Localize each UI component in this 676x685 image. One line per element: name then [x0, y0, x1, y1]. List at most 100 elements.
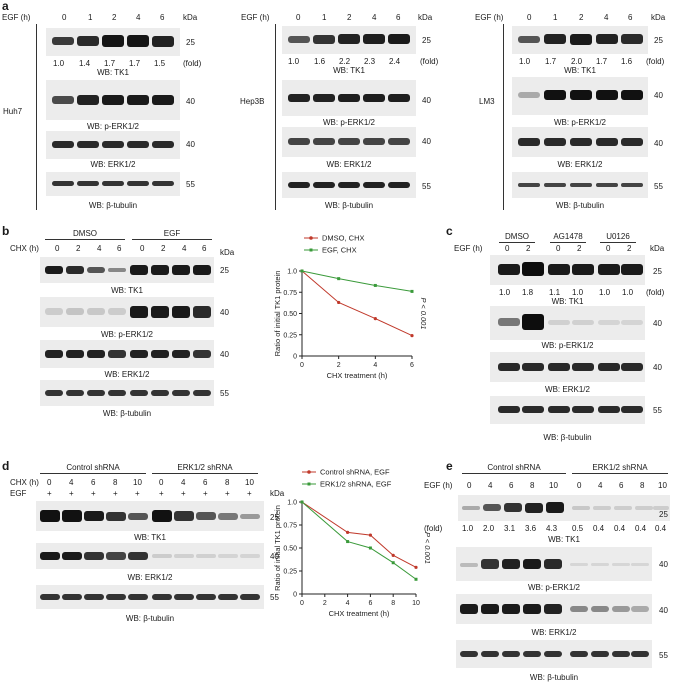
y-tick-label: 1.0 — [287, 269, 297, 276]
time-2: 2 — [112, 13, 117, 22]
chx-time-label: CHX (h) — [10, 478, 39, 487]
condition-label: Control shRNA — [66, 463, 120, 472]
data-point — [368, 533, 372, 537]
time-6: 6 — [91, 478, 96, 487]
legend-label: EGF, CHX — [322, 246, 357, 255]
mw-55: 55 — [659, 651, 668, 660]
time-1: 1 — [553, 13, 558, 22]
time-4: 4 — [181, 478, 186, 487]
wb-label: WB: TK1 — [551, 297, 584, 306]
blot-tubulin — [512, 172, 648, 198]
fold-value: 1.0 — [622, 288, 634, 297]
fold-value: 1.0 — [599, 288, 611, 297]
blot-perk — [490, 306, 645, 340]
time-0: 0 — [140, 244, 145, 253]
mw-40: 40 — [653, 363, 662, 372]
x-tick-label: 8 — [391, 600, 395, 607]
x-tick-label: 2 — [323, 600, 327, 607]
panel-letter-e: e — [446, 459, 453, 473]
data-point — [410, 289, 414, 293]
cell-line-divider — [275, 24, 276, 210]
time-0: 0 — [55, 244, 60, 253]
time-6: 6 — [160, 13, 165, 22]
egf-plus: + — [91, 489, 96, 498]
kda-label: kDa — [220, 248, 235, 257]
mw-40: 40 — [220, 308, 229, 317]
blot-perk — [512, 77, 648, 115]
blot-erk — [40, 340, 214, 368]
blot-tubulin — [46, 172, 180, 196]
legend-marker — [309, 248, 313, 252]
wb-label: WB: β-tubulin — [88, 201, 138, 210]
blot-tubulin — [456, 640, 652, 668]
time-2: 2 — [526, 244, 531, 253]
time-4: 4 — [604, 13, 609, 22]
time-6: 6 — [117, 244, 122, 253]
time-0: 0 — [527, 13, 532, 22]
blot-erk — [512, 127, 648, 157]
wb-label: WB: β-tubulin — [324, 201, 374, 210]
fold-value: 0.5 — [572, 524, 584, 533]
data-point — [346, 530, 350, 534]
fold-value: 2.0 — [483, 524, 495, 533]
time-6: 6 — [396, 13, 401, 22]
egf-label: EGF — [10, 489, 27, 498]
condition-label: DMSO — [505, 232, 529, 241]
egf-plus: + — [47, 489, 52, 498]
time-1: 1 — [88, 13, 93, 22]
egf-time-label: EGF (h) — [241, 13, 270, 22]
blot-erk — [490, 352, 645, 382]
wb-label: WB: β-tubulin — [555, 201, 605, 210]
mw-40: 40 — [270, 552, 279, 561]
time-8: 8 — [225, 478, 230, 487]
condition-label: EGF — [163, 229, 181, 238]
condition-bracket — [40, 473, 146, 474]
condition-label: ERK1/2 shRNA — [177, 463, 233, 472]
egf-time-label: EGF (h) — [2, 13, 31, 22]
egf-plus: + — [225, 489, 230, 498]
wb-label: WB: TK1 — [111, 286, 143, 295]
wb-label: WB: p-ERK1/2 — [86, 122, 139, 131]
mw-40: 40 — [653, 319, 662, 328]
data-point — [373, 283, 377, 287]
mw-55: 55 — [220, 389, 229, 398]
mw-40: 40 — [654, 91, 663, 100]
panel-letter-b: b — [2, 224, 10, 238]
time-6: 6 — [619, 481, 624, 490]
y-tick-label: 0.75 — [283, 523, 297, 530]
wb-label: WB: p-ERK1/2 — [527, 583, 580, 592]
mw-55: 55 — [422, 182, 431, 191]
condition-bracket — [550, 242, 586, 243]
blot-tk1 — [40, 257, 214, 283]
panel-letter-a: a — [2, 0, 9, 13]
fold-value: 1.0 — [572, 288, 584, 297]
y-axis-title: Ratio of initial TK1 protein — [273, 505, 282, 591]
blot-erk — [36, 543, 264, 569]
time-4: 4 — [182, 244, 187, 253]
y-tick-label: 0 — [293, 592, 297, 599]
mw-40: 40 — [186, 97, 195, 106]
mw-40: 40 — [654, 139, 663, 148]
condition-label: DMSO — [73, 229, 97, 238]
mw-40: 40 — [422, 137, 431, 146]
data-point — [368, 546, 372, 550]
wb-label: WB: β-tubulin — [125, 614, 175, 623]
time-2: 2 — [627, 244, 632, 253]
mw-25: 25 — [270, 513, 279, 522]
x-tick-label: 4 — [373, 362, 377, 369]
fold-value: 0.4 — [593, 524, 605, 533]
blot-perk — [282, 80, 416, 116]
data-point — [391, 553, 395, 557]
mw-25: 25 — [654, 36, 663, 45]
blot-perk — [46, 80, 180, 120]
cell-line-label: LM3 — [479, 97, 495, 106]
legend-label: Control shRNA, EGF — [320, 468, 390, 477]
blot-erk — [282, 127, 416, 157]
egf-plus: + — [159, 489, 164, 498]
cell-line-label: Hep3B — [240, 97, 265, 106]
data-point — [414, 565, 418, 569]
cell-line-divider — [503, 24, 504, 210]
mw-40: 40 — [220, 350, 229, 359]
condition-bracket — [572, 473, 668, 474]
wb-label: WB: TK1 — [333, 66, 365, 75]
